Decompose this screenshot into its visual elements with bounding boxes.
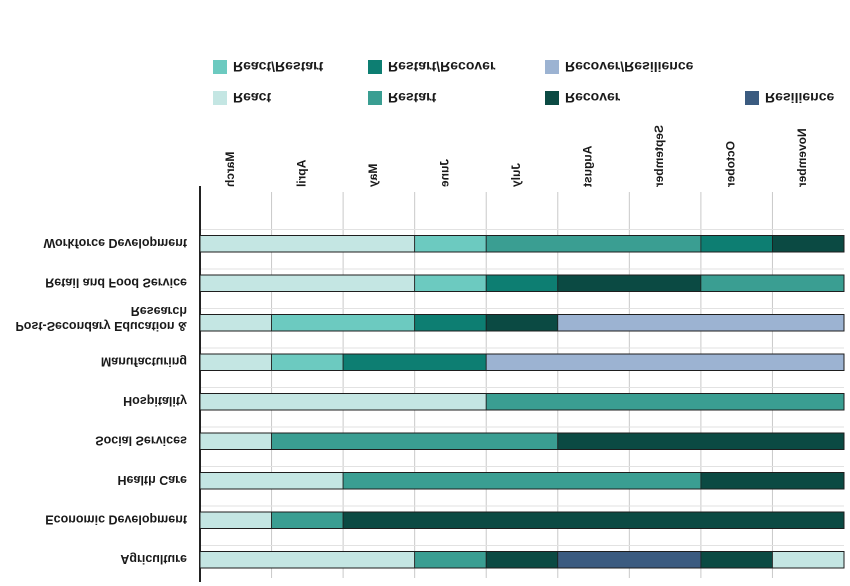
bar-outline <box>199 274 845 292</box>
legend-label: Resilience <box>765 90 834 106</box>
bar-segment <box>271 432 559 450</box>
category-label: Workforce Development <box>43 236 187 250</box>
month-tick-label: April <box>294 160 308 187</box>
bar-segment <box>485 551 559 569</box>
bar-segment <box>271 314 416 332</box>
month-tick-label: May <box>366 164 380 188</box>
bar-segment <box>342 353 487 371</box>
bar-outline <box>199 551 845 569</box>
bar-segment <box>414 274 487 292</box>
category-label: Post-Secondary Education & <box>15 319 187 333</box>
category-label: Health Care <box>118 473 188 487</box>
bar-segment <box>199 393 487 411</box>
bar-segment <box>485 353 845 371</box>
month-tick-label: August <box>581 146 595 187</box>
legend-swatch <box>745 91 759 105</box>
legend-label: Restart <box>388 90 437 106</box>
month-tick-label: September <box>652 125 666 187</box>
bar-outline <box>199 314 845 332</box>
legend-label: React/Restart <box>233 59 324 75</box>
bar-segment <box>557 432 845 450</box>
legend-label: React <box>233 90 271 106</box>
bar-segment <box>485 274 559 292</box>
bar-segment <box>199 472 344 490</box>
legend-swatch <box>368 60 382 74</box>
category-label: Agriculture <box>120 552 187 566</box>
bar-segment <box>199 314 272 332</box>
bar-segment <box>557 274 702 292</box>
month-tick-label: July <box>509 163 523 187</box>
bar-segment <box>485 393 845 411</box>
bar-segment <box>700 472 845 490</box>
bar-segment <box>557 551 702 569</box>
category-label: Social Services <box>95 433 187 447</box>
bar-outline <box>199 511 845 529</box>
legend-swatch <box>213 91 227 105</box>
bar-segment <box>199 432 272 450</box>
bar-segment <box>485 314 559 332</box>
legend-swatch <box>368 91 382 105</box>
legend-swatch <box>545 91 559 105</box>
legend-swatch <box>213 60 227 74</box>
bar-segment <box>772 235 845 253</box>
bar-outline <box>199 472 845 490</box>
bar-segment <box>485 235 702 253</box>
bar-segment <box>199 274 416 292</box>
bar-outline <box>199 393 845 411</box>
bar-segment <box>414 551 487 569</box>
bar-segment <box>700 274 845 292</box>
category-label: Manufacturing <box>101 354 187 368</box>
bar-outline <box>199 235 845 253</box>
bar-segment <box>772 551 845 569</box>
bar-segment <box>700 551 773 569</box>
month-tick-label: March <box>223 152 237 187</box>
bar-segment <box>199 353 272 371</box>
category-label: Research <box>131 304 187 318</box>
bar-segment <box>199 235 416 253</box>
bar-segment <box>342 511 845 529</box>
legend-label: Recover <box>565 90 621 106</box>
bar-segment <box>271 353 344 371</box>
bar-segment <box>271 511 344 529</box>
month-tick-label: June <box>437 159 451 187</box>
bar-segment <box>557 314 845 332</box>
bar-segment <box>199 551 416 569</box>
category-label: Retail and Food Service <box>45 275 187 289</box>
category-label: Hospitality <box>123 394 187 408</box>
bar-segment <box>199 511 272 529</box>
legend-label: Recover/Resilience <box>565 59 694 75</box>
bar-outline <box>199 353 845 371</box>
bar-segment <box>700 235 773 253</box>
month-tick-label: October <box>724 141 738 187</box>
bar-segment <box>414 235 487 253</box>
bar-segment <box>414 314 487 332</box>
legend-label: Restart/Recover <box>388 59 496 75</box>
legend-swatch <box>545 60 559 74</box>
month-tick-label: November <box>795 128 809 187</box>
bar-outline <box>199 432 845 450</box>
category-label: Economic Development <box>45 512 188 526</box>
bar-segment <box>342 472 702 490</box>
